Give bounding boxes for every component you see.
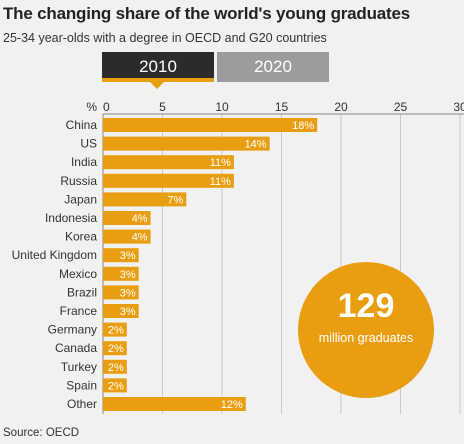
category-label: China xyxy=(66,118,98,132)
category-label: Other xyxy=(67,397,97,411)
total-graduates-circle: 129 million graduates xyxy=(298,262,434,398)
x-tick-label: 30 xyxy=(453,100,464,114)
data-label: 11% xyxy=(210,157,231,169)
x-tick-label: 10 xyxy=(215,100,229,114)
total-graduates-value: 129 xyxy=(337,287,395,325)
x-tick-label: 15 xyxy=(275,100,289,114)
category-label: Brazil xyxy=(67,285,97,299)
category-label: United Kingdom xyxy=(12,248,97,262)
category-label: Spain xyxy=(66,378,97,392)
bar xyxy=(103,322,127,337)
bar xyxy=(103,378,127,393)
bar xyxy=(103,229,151,244)
data-label: 14% xyxy=(245,139,267,151)
data-label: 4% xyxy=(132,232,148,244)
category-label: France xyxy=(60,304,98,318)
category-label: Indonesia xyxy=(45,211,97,225)
data-label: 11% xyxy=(210,176,231,188)
category-label: Japan xyxy=(64,192,97,206)
x-tick-label: 5 xyxy=(159,100,166,114)
bar xyxy=(103,118,318,132)
chart-title: The changing share of the world's young … xyxy=(3,4,411,23)
bar xyxy=(103,248,139,263)
source-note: Source: OECD xyxy=(3,427,80,439)
bar xyxy=(103,304,139,318)
category-label: Russia xyxy=(60,174,97,188)
category-label: Canada xyxy=(55,341,97,355)
data-label: 2% xyxy=(108,362,124,374)
bar xyxy=(103,285,139,300)
x-tick-label: 25 xyxy=(394,100,408,114)
x-tick-label: 20 xyxy=(334,100,348,114)
data-label: 12% xyxy=(221,399,243,411)
total-graduates-label: million graduates xyxy=(318,331,414,345)
tab-2020[interactable]: 2020 xyxy=(217,52,329,82)
category-label: India xyxy=(71,155,97,169)
data-label: 4% xyxy=(132,213,148,225)
bar xyxy=(103,136,270,151)
data-label: 3% xyxy=(120,287,136,299)
axis-unit-label: % xyxy=(86,100,97,114)
data-label: 3% xyxy=(120,250,136,262)
bar xyxy=(103,211,151,225)
data-label: 2% xyxy=(108,325,124,337)
category-label: Turkey xyxy=(61,360,97,374)
data-label: 18% xyxy=(292,120,314,132)
bar xyxy=(103,155,234,170)
data-label: 2% xyxy=(108,380,124,392)
bar xyxy=(103,266,139,281)
chart-subtitle: 25-34 year-olds with a degree in OECD an… xyxy=(3,31,327,45)
bar xyxy=(103,359,127,374)
bar xyxy=(103,192,187,207)
bar xyxy=(103,397,246,411)
bar xyxy=(103,173,234,188)
category-label: Korea xyxy=(65,230,97,244)
data-label: 7% xyxy=(167,194,183,206)
bar xyxy=(103,341,127,356)
x-tick-label: 0 xyxy=(103,100,110,114)
data-label: 2% xyxy=(108,343,124,355)
data-label: 3% xyxy=(120,269,136,281)
tab-2010[interactable]: 2010 xyxy=(102,52,214,89)
data-label: 3% xyxy=(120,306,136,318)
category-label: Mexico xyxy=(59,267,97,281)
category-label: Germany xyxy=(48,323,97,337)
category-label: US xyxy=(80,137,97,151)
bar-chart: % 0 5 10 15 20 25 30 China 18% US 14% India 11% Russia… xyxy=(12,100,464,414)
